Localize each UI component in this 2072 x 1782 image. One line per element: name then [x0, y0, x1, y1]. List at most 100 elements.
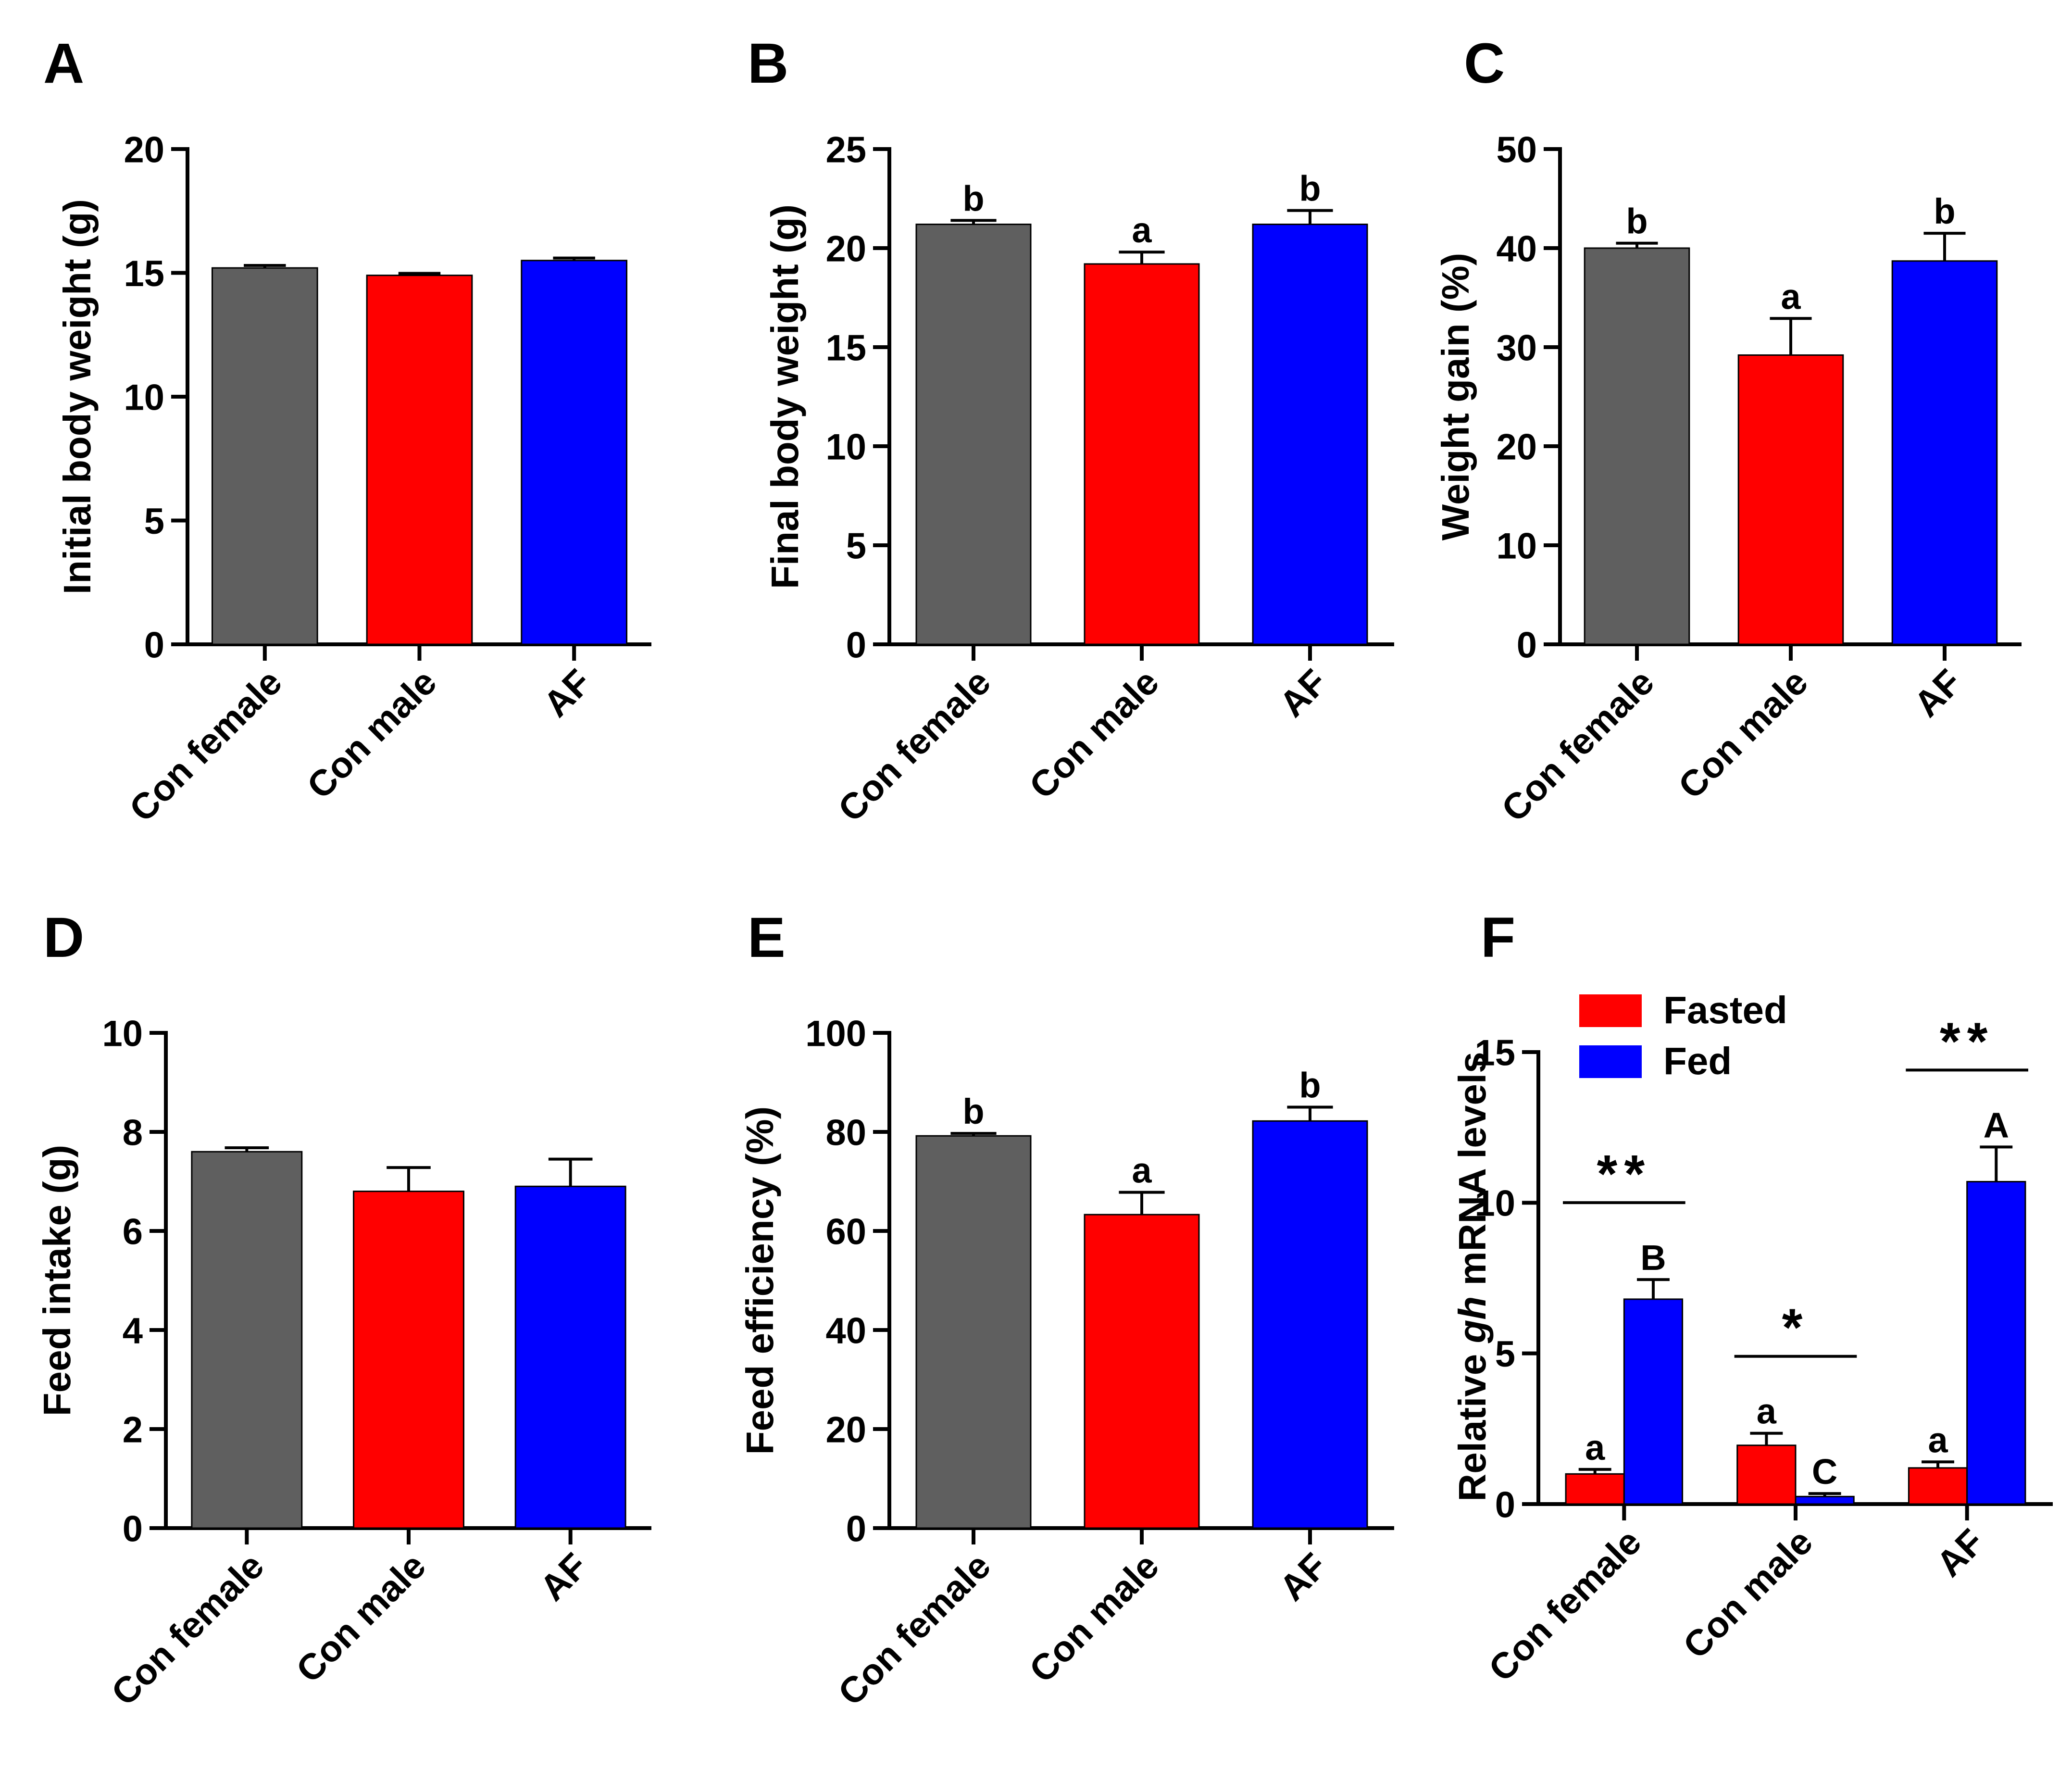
y-axis-label: Final body weight (g) — [763, 204, 806, 589]
y-tick-label: 100 — [805, 1013, 866, 1054]
x-tick-label: Con female — [830, 662, 999, 830]
panel-a: A Initial body weight (g) 0 5 10 15 20 Con fema… — [43, 32, 651, 830]
bar-con-male — [1084, 1214, 1200, 1529]
x-tick-label: Con male — [300, 662, 445, 807]
y-tick-label: 0 — [846, 625, 866, 665]
significance-stars: ** — [1940, 1012, 1995, 1071]
y-tick-label: 20 — [825, 228, 866, 269]
bar-fasted-af — [1908, 1467, 1968, 1505]
y-tick-label: 30 — [1496, 327, 1537, 368]
y-axis-label: Feed intake (g) — [36, 1145, 78, 1417]
x-tick-label: Con female — [1481, 1521, 1649, 1690]
y-tick-label: 6 — [123, 1211, 143, 1252]
bar-con-male — [353, 1191, 464, 1529]
significance-letter: b — [1934, 191, 1955, 231]
panel-label: F — [1481, 906, 1515, 969]
bar-con-female — [211, 267, 318, 645]
y-tick-label: 0 — [123, 1508, 143, 1549]
y-tick-label: 80 — [825, 1112, 866, 1153]
significance-stars: * — [1782, 1298, 1810, 1357]
significance-letter: b — [1626, 201, 1648, 241]
y-tick-label: 60 — [825, 1211, 866, 1252]
y-tick-label: 40 — [1496, 228, 1537, 269]
y-tick-label: 8 — [123, 1112, 143, 1153]
y-tick-label: 10 — [124, 377, 164, 418]
x-tick-label: Con male — [1022, 1545, 1167, 1691]
x-tick-label: Con female — [122, 662, 290, 830]
significance-letter: b — [1299, 1066, 1321, 1105]
bar-fasted-con-male — [1736, 1444, 1797, 1505]
significance-letter: a — [1757, 1392, 1777, 1431]
x-tick-label: Con female — [104, 1545, 272, 1714]
y-axis-label: Relative gh mRNA levels — [1451, 1052, 1494, 1501]
bar-con-female — [191, 1151, 303, 1529]
significance-letter: B — [1640, 1238, 1666, 1278]
significance-letter: a — [1781, 276, 1801, 316]
x-tick-label: AF — [1906, 662, 1970, 725]
bar-fed-con-male — [1795, 1495, 1855, 1505]
x-tick-label: AF — [1272, 662, 1335, 725]
y-tick-label: 5 — [1495, 1334, 1515, 1375]
y-tick-label: 0 — [1517, 625, 1537, 665]
significance-letter: b — [962, 178, 984, 218]
y-tick-label: 4 — [123, 1310, 143, 1351]
panel-label: A — [43, 32, 84, 95]
significance-letter: b — [1299, 169, 1321, 209]
significance-letter: b — [962, 1092, 984, 1131]
x-tick-label: Con male — [288, 1545, 434, 1691]
x-tick-label: Con female — [1494, 662, 1662, 830]
y-tick-label: 10 — [102, 1013, 143, 1054]
legend-label-fasted: Fasted — [1663, 989, 1787, 1031]
x-tick-label: AF — [532, 1545, 596, 1609]
bar-af — [1252, 1120, 1368, 1529]
y-tick-label: 20 — [825, 1409, 866, 1450]
y-tick-label: 15 — [124, 253, 164, 294]
panel-label: C — [1464, 32, 1505, 95]
bar-con-female — [1584, 247, 1690, 645]
y-tick-label: 50 — [1496, 129, 1537, 170]
x-tick-label: AF — [536, 662, 599, 725]
y-tick-label: 20 — [1496, 427, 1537, 467]
y-tick-label: 5 — [846, 526, 866, 566]
legend-swatch-fasted — [1579, 994, 1642, 1027]
bar-af — [514, 1185, 626, 1529]
legend: Fasted Fed — [1579, 989, 1787, 1082]
y-tick-label: 15 — [1474, 1032, 1515, 1073]
y-tick-label: 25 — [825, 129, 866, 170]
y-axis-label: Feed efficiency (%) — [738, 1106, 781, 1455]
y-tick-label: 20 — [124, 129, 164, 170]
significance-letter: a — [1132, 1151, 1152, 1191]
significance-letter: a — [1585, 1428, 1605, 1468]
bar-con-male — [366, 275, 473, 645]
y-axis-label: Initial body weight (g) — [56, 199, 99, 594]
bar-af — [1891, 260, 1998, 645]
bar-fasted-con-female — [1565, 1473, 1625, 1505]
x-tick-label: Con male — [1022, 662, 1167, 807]
y-axis-label: Weight gain (%) — [1434, 253, 1477, 540]
panel-d: D Feed intake (g) 0 2 4 6 8 10 Con female Con mal… — [36, 906, 651, 1714]
bar-fed-af — [1966, 1180, 2026, 1505]
legend-swatch-fed — [1579, 1045, 1642, 1078]
x-tick-label: AF — [1272, 1545, 1335, 1609]
significance-stars: ** — [1597, 1144, 1652, 1204]
significance-letter: A — [1984, 1105, 2009, 1145]
bar-con-male — [1737, 354, 1844, 645]
bar-con-male — [1084, 263, 1200, 645]
y-tick-label: 15 — [825, 327, 866, 368]
y-tick-label: 10 — [1474, 1183, 1515, 1224]
y-tick-label: 40 — [825, 1310, 866, 1351]
panel-b: B Final body weight (g) 0 5 10 15 20 25 b Con fem… — [748, 32, 1394, 830]
x-tick-label: AF — [1929, 1521, 1992, 1585]
bar-con-female — [915, 1135, 1032, 1529]
bar-fed-con-female — [1623, 1298, 1684, 1505]
y-tick-label: 5 — [144, 501, 164, 542]
panel-label: E — [748, 906, 786, 969]
significance-letter: a — [1132, 210, 1152, 250]
x-tick-label: Con female — [830, 1545, 999, 1714]
significance-letter: a — [1928, 1420, 1948, 1460]
y-tick-label: 10 — [1496, 526, 1537, 566]
y-tick-label: 0 — [846, 1508, 866, 1549]
bar-af — [521, 260, 628, 645]
significance-letter: C — [1812, 1452, 1837, 1492]
